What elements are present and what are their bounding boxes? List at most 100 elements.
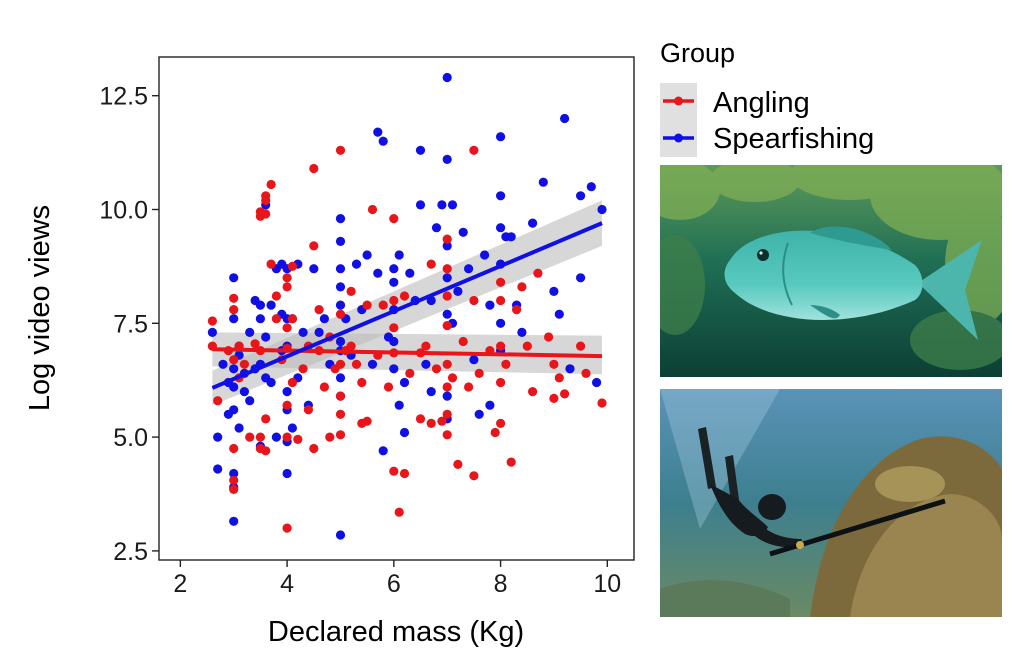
- point-spearfishing-66: [351, 259, 362, 269]
- point-angling-69: [378, 300, 388, 310]
- point-angling-121: [560, 389, 570, 399]
- point-angling-58: [335, 430, 346, 440]
- point-angling-64: [357, 377, 367, 388]
- point-angling-116: [533, 268, 543, 278]
- point-angling-2: [213, 396, 223, 406]
- y-tick-label-1: 5.0: [113, 424, 148, 452]
- point-angling-90: [442, 321, 452, 331]
- point-angling-18: [255, 432, 265, 442]
- point-angling-25: [266, 179, 276, 190]
- point-spearfishing-82: [399, 427, 410, 438]
- point-angling-83: [426, 259, 436, 269]
- point-angling-45: [309, 241, 319, 251]
- y-axis: 2.5 5.0 7.5 10.0 12.5: [99, 83, 159, 566]
- rocks: [660, 436, 1002, 617]
- point-spearfishing-105: [469, 355, 479, 365]
- point-angling-40: [293, 434, 303, 444]
- x-tick-label-1: 4: [280, 570, 294, 598]
- legend-label-angling: Angling: [713, 87, 810, 119]
- point-angling-65: [362, 300, 372, 310]
- point-spearfishing-123: [554, 309, 564, 319]
- point-spearfishing-83: [399, 377, 410, 388]
- point-spearfishing-91: [431, 223, 442, 233]
- x-tick-label-3: 8: [494, 570, 508, 598]
- point-spearfishing-69: [367, 359, 378, 369]
- point-spearfishing-56: [335, 264, 346, 274]
- point-spearfishing-128: [586, 182, 596, 192]
- point-angling-106: [496, 295, 506, 306]
- point-angling-109: [496, 418, 506, 428]
- legend-item-angling: Angling: [660, 83, 810, 120]
- point-spearfishing-72: [378, 136, 388, 146]
- legend: Group Angling Spearfishing: [660, 38, 874, 157]
- point-angling-32: [282, 323, 292, 333]
- point-angling-24: [261, 414, 271, 424]
- point-spearfishing-9: [229, 382, 239, 392]
- point-spearfishing-3: [218, 359, 228, 369]
- point-spearfishing-16: [234, 423, 244, 433]
- ci-band-spearfishing: [212, 200, 602, 406]
- point-spearfishing-86: [415, 145, 426, 155]
- point-spearfishing-11: [229, 468, 239, 479]
- y-axis-title: Log video views: [24, 205, 56, 411]
- point-spearfishing-23: [255, 300, 265, 310]
- legend-item-spearfishing: Spearfishing: [660, 120, 874, 157]
- point-angling-113: [517, 282, 527, 292]
- point-spearfishing-68: [362, 250, 372, 260]
- point-angling-120: [554, 373, 564, 383]
- fish-photo: [660, 165, 1002, 377]
- point-angling-93: [442, 409, 452, 419]
- point-spearfishing-43: [282, 468, 292, 479]
- point-angling-88: [442, 264, 452, 274]
- point-angling-100: [469, 295, 479, 306]
- point-angling-102: [474, 368, 484, 378]
- point-spearfishing-52: [319, 314, 329, 324]
- point-angling-51: [325, 432, 335, 442]
- point-spearfishing-110: [496, 132, 506, 142]
- point-angling-44: [309, 163, 319, 174]
- point-spearfishing-90: [426, 387, 436, 397]
- point-spearfishing-92: [437, 200, 447, 210]
- point-angling-39: [287, 377, 297, 388]
- point-spearfishing-55: [335, 236, 346, 246]
- point-spearfishing-127: [576, 273, 586, 283]
- point-angling-92: [442, 382, 452, 392]
- legend-title: Group: [660, 38, 735, 68]
- point-angling-124: [597, 398, 607, 408]
- point-angling-95: [447, 373, 458, 383]
- point-angling-37: [287, 261, 297, 271]
- point-spearfishing-129: [592, 377, 602, 388]
- point-spearfishing-100: [447, 200, 458, 210]
- y-tick-label-0: 2.5: [113, 538, 148, 566]
- point-spearfishing-57: [335, 282, 346, 292]
- point-angling-71: [389, 214, 399, 224]
- point-angling-55: [335, 359, 346, 369]
- point-spearfishing-75: [389, 264, 399, 274]
- x-tick-label-4: 10: [593, 570, 621, 598]
- point-spearfishing-31: [266, 377, 276, 388]
- trend-line-spearfishing: [211, 221, 603, 390]
- point-angling-47: [314, 305, 324, 315]
- point-spearfishing-114: [496, 318, 506, 328]
- point-angling-31: [282, 282, 292, 292]
- point-angling-89: [442, 291, 452, 301]
- point-angling-75: [389, 466, 399, 476]
- x-tick-label-2: 6: [387, 570, 401, 598]
- point-spearfishing-130: [597, 204, 607, 215]
- point-angling-38: [287, 314, 297, 324]
- point-angling-86: [437, 416, 447, 426]
- point-spearfishing-122: [549, 286, 559, 296]
- point-angling-81: [415, 414, 426, 424]
- point-spearfishing-84: [405, 268, 415, 278]
- point-spearfishing-71: [373, 268, 383, 278]
- point-angling-4: [229, 293, 239, 303]
- point-spearfishing-70: [373, 127, 383, 137]
- point-angling-13: [245, 432, 255, 442]
- point-angling-14: [250, 339, 260, 349]
- point-spearfishing-33: [271, 432, 281, 442]
- y-tick-label-4: 12.5: [99, 83, 148, 111]
- point-angling-91: [442, 359, 452, 369]
- point-angling-66: [362, 416, 372, 426]
- point-spearfishing-59: [335, 336, 346, 347]
- point-angling-23: [261, 209, 271, 219]
